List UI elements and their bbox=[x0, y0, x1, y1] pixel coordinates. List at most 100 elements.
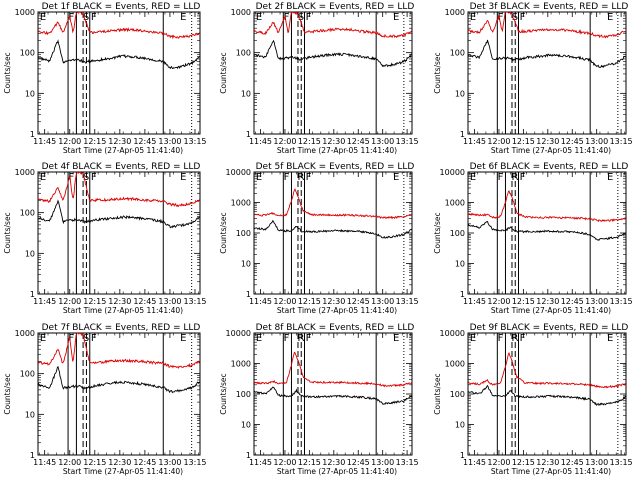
y-tick-label: 1000 bbox=[231, 8, 251, 17]
interval-flag: E bbox=[607, 12, 613, 23]
y-tick-label: 1 bbox=[246, 451, 251, 460]
x-tick-label: 11:45 bbox=[249, 297, 272, 306]
x-tick-label: 11:45 bbox=[463, 458, 486, 467]
x-axis-label: Start Time (27-Apr-05 11:41:40) bbox=[491, 467, 611, 476]
x-tick-label: 12:00 bbox=[487, 458, 510, 467]
x-tick-label: 12:45 bbox=[133, 297, 156, 306]
x-tick-label: 12:30 bbox=[536, 458, 559, 467]
x-tick-label: 12:15 bbox=[83, 297, 106, 306]
x-tick-label: 12:45 bbox=[561, 458, 584, 467]
plot-frame bbox=[37, 171, 201, 295]
x-tick-label: 13:15 bbox=[183, 458, 206, 467]
events-series-line bbox=[38, 365, 200, 394]
x-tick-label: 11:45 bbox=[249, 137, 272, 146]
interval-flag: F bbox=[520, 172, 526, 183]
x-axis-label: Start Time (27-Apr-05 11:41:40) bbox=[491, 306, 611, 315]
y-tick-label: 1 bbox=[246, 130, 251, 139]
x-tick-label: 12:00 bbox=[58, 297, 81, 306]
lld-series-line bbox=[254, 187, 412, 220]
y-tick-label: 10000 bbox=[440, 329, 465, 338]
chart-title: Det 7f BLACK = Events, RED = LLD bbox=[42, 323, 201, 333]
x-tick-label: 13:00 bbox=[158, 458, 181, 467]
x-tick-label: 12:15 bbox=[83, 458, 106, 467]
y-tick-label: 100 bbox=[20, 209, 35, 218]
interval-flag: R bbox=[298, 333, 305, 344]
x-tick-label: 12:00 bbox=[273, 297, 296, 306]
x-tick-label: 12:15 bbox=[298, 137, 321, 146]
chart-panel: Det 8f BLACK = Events, RED = LLD Counts/s… bbox=[219, 323, 419, 476]
x-tick-label: 12:30 bbox=[322, 458, 345, 467]
interval-flag: F bbox=[306, 333, 312, 344]
interval-flag: E bbox=[256, 333, 262, 344]
x-tick-label: 13:15 bbox=[396, 297, 419, 306]
x-tick-label: 11:45 bbox=[33, 137, 56, 146]
interval-flag: E bbox=[470, 172, 476, 183]
interval-flag: F bbox=[520, 333, 526, 344]
y-tick-label: 10000 bbox=[226, 329, 251, 338]
interval-flag: E bbox=[470, 333, 476, 344]
y-tick-label: 1 bbox=[460, 451, 465, 460]
plot-frame bbox=[253, 11, 413, 135]
x-tick-label: 12:30 bbox=[536, 297, 559, 306]
events-series-line bbox=[468, 220, 626, 241]
x-tick-label: 13:15 bbox=[396, 458, 419, 467]
x-tick-label: 13:00 bbox=[371, 137, 394, 146]
x-axis-label: Start Time (27-Apr-05 11:41:40) bbox=[63, 467, 183, 476]
interval-flag: E bbox=[180, 12, 186, 23]
y-axis-label: Counts/sec bbox=[433, 52, 442, 93]
interval-flag: F bbox=[498, 12, 504, 23]
x-tick-label: 12:45 bbox=[347, 458, 370, 467]
y-axis-label: Counts/sec bbox=[219, 373, 228, 414]
interval-flag: F bbox=[91, 12, 97, 23]
x-tick-label: 12:30 bbox=[108, 137, 131, 146]
plot-frame bbox=[37, 11, 201, 135]
interval-flag: E bbox=[180, 172, 186, 183]
y-tick-label: 1 bbox=[246, 290, 251, 299]
lld-series-line bbox=[468, 12, 626, 39]
interval-flag: E bbox=[393, 12, 399, 23]
lld-series-line bbox=[38, 12, 200, 40]
interval-flag: F bbox=[284, 333, 290, 344]
y-tick-label: 10 bbox=[241, 89, 251, 98]
lld-series-line bbox=[468, 189, 626, 223]
y-tick-label: 1000 bbox=[231, 360, 251, 369]
events-series-line bbox=[468, 384, 626, 406]
interval-flag: E bbox=[393, 172, 399, 183]
x-axis-label: Start Time (27-Apr-05 11:41:40) bbox=[63, 306, 183, 315]
interval-flag: S bbox=[83, 12, 89, 23]
interval-flag: S bbox=[83, 333, 89, 344]
chart-panel: Det 6f BLACK = Events, RED = LLD Counts/s… bbox=[433, 162, 633, 315]
x-tick-label: 11:45 bbox=[463, 297, 486, 306]
y-tick-label: 1 bbox=[30, 130, 35, 139]
y-tick-label: 100 bbox=[236, 229, 251, 238]
interval-flag: F bbox=[284, 12, 290, 23]
series-group bbox=[468, 189, 626, 241]
y-tick-label: 100 bbox=[450, 229, 465, 238]
chart-title: Det 9f BLACK = Events, RED = LLD bbox=[470, 323, 629, 333]
x-tick-label: 13:00 bbox=[585, 137, 608, 146]
interval-flag: F bbox=[69, 12, 75, 23]
series-group bbox=[254, 12, 412, 68]
series-group bbox=[38, 12, 200, 70]
y-tick-label: 10 bbox=[455, 421, 465, 430]
lld-series-line bbox=[254, 351, 412, 388]
interval-flag: F bbox=[306, 12, 312, 23]
y-tick-label: 1 bbox=[30, 290, 35, 299]
interval-flag: E bbox=[40, 333, 46, 344]
y-tick-label: 1000 bbox=[15, 329, 35, 338]
x-tick-label: 13:15 bbox=[396, 137, 419, 146]
interval-flag: F bbox=[69, 333, 75, 344]
interval-flag: E bbox=[40, 172, 46, 183]
events-series-line bbox=[468, 39, 626, 69]
x-tick-label: 13:15 bbox=[610, 458, 633, 467]
lld-series-line bbox=[468, 351, 626, 389]
y-tick-label: 1000 bbox=[445, 199, 465, 208]
y-tick-label: 1 bbox=[460, 130, 465, 139]
x-tick-label: 11:45 bbox=[33, 297, 56, 306]
events-series-line bbox=[254, 386, 412, 406]
y-tick-label: 100 bbox=[450, 390, 465, 399]
x-tick-label: 12:30 bbox=[322, 137, 345, 146]
x-tick-label: 13:00 bbox=[585, 297, 608, 306]
y-axis-label: Counts/sec bbox=[433, 212, 442, 253]
